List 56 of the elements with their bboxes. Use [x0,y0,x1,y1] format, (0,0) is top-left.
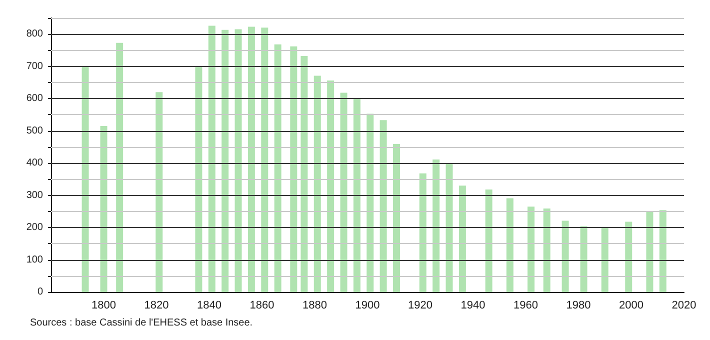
y-tick-label: 600 [26,93,44,104]
x-tick-label: 2020 [672,300,696,312]
x-tick-label: 1840 [197,300,222,312]
bar [625,222,632,292]
y-tick-label: 100 [26,254,44,266]
x-tick-label: 1960 [514,300,538,312]
x-tick-label: 1880 [302,300,327,312]
bar [300,56,308,292]
bar [485,189,492,292]
bar [601,227,608,292]
source-note: Sources : base Cassini de l'EHESS et base Insee. [30,318,253,328]
bar [314,76,321,292]
bar [327,80,334,292]
x-tick-label: 1900 [355,300,380,312]
bar [340,92,348,292]
bar [82,66,89,292]
bar [528,206,535,292]
y-tick-label: 500 [26,125,44,136]
bar [222,30,229,292]
bar [290,46,298,292]
bar [419,173,426,292]
x-tick-label: 2000 [619,300,644,312]
bar [446,163,453,292]
bar [208,26,216,292]
bar [261,28,268,292]
bar [195,66,202,292]
bar [659,210,666,292]
bar [393,144,400,292]
y-tick-label: 400 [26,158,44,169]
bar [646,212,654,292]
bar [353,98,360,292]
bar [156,92,163,292]
bar [543,208,550,292]
bar [380,120,387,292]
bar [100,126,108,292]
x-tick-label: 1800 [92,300,116,312]
bar [234,29,242,292]
bar [580,226,588,292]
y-tick-label: 0 [37,286,44,298]
x-tick-label: 1940 [460,300,486,312]
y-tick-label: 300 [26,190,44,201]
y-tick-label: 700 [26,60,44,72]
bar [248,26,255,292]
bar [274,44,282,292]
x-tick-label: 1980 [566,300,591,312]
x-tick-label: 1860 [250,300,274,312]
bar [432,160,440,292]
bar [506,198,514,292]
bar [458,186,466,292]
y-tick-label: 800 [26,28,44,40]
y-tick-label: 200 [26,222,44,234]
x-tick-label: 1920 [408,300,432,312]
x-tick-label: 1820 [144,300,169,312]
bar [116,42,124,292]
bar [562,220,569,292]
bar [366,114,374,292]
